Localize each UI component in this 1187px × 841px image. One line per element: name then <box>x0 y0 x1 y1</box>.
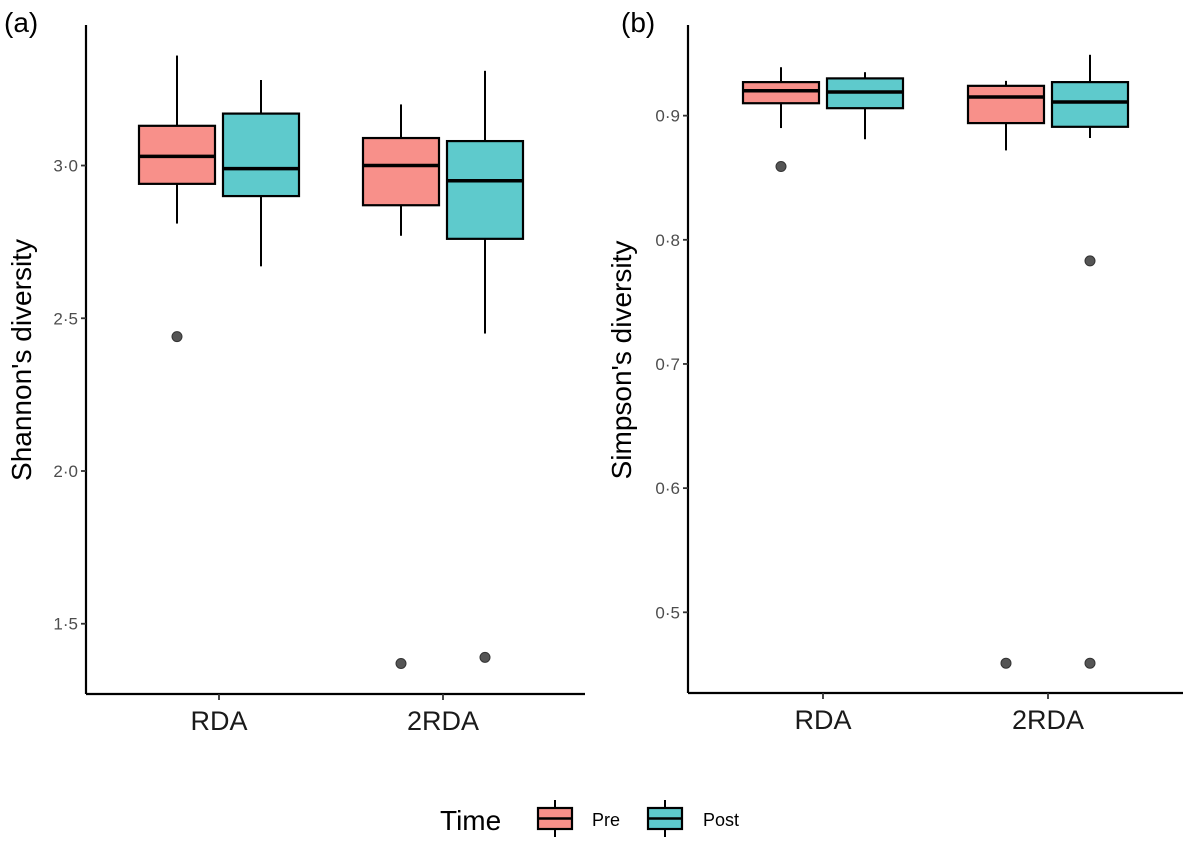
panel-a-y-tick-label: 2·0 <box>53 462 78 481</box>
panel-b-tag: (b) <box>621 7 655 38</box>
panel-a-pre-2rda-boxplot <box>361 104 441 669</box>
panel-a-post-2rda-box <box>445 139 525 240</box>
panel-a-post-2rda-outlier <box>479 651 491 663</box>
panel-b-y-tick-label: 0·5 <box>655 603 680 622</box>
panel-b-pre-2rda-box <box>966 84 1046 125</box>
legend-post-label: Post <box>703 810 739 830</box>
panel-b-marks <box>741 54 1130 669</box>
panel-a-pre-2rda-outlier <box>395 657 407 669</box>
panel-b-pre-2rda-outlier <box>1000 657 1012 669</box>
panel-a-pre-rda-boxplot <box>137 55 217 343</box>
panel-a-x-tick-label-rda: RDA <box>190 706 247 736</box>
panel-a-pre-2rda-box <box>361 136 441 207</box>
panel-b-pre-rda-box <box>741 81 821 105</box>
panel-a-y-axis-title: Shannon's diversity <box>6 239 37 481</box>
panel-b-axes: 0·5 0·6 0·7 0·8 0·9 RDA 2RDA <box>655 25 1183 735</box>
panel-a-shannon: (a) Shannon's diversity 1·5 2·0 2·5 3·0 RDA 2… <box>4 7 585 736</box>
panel-a-tag: (a) <box>4 7 38 38</box>
panel-b-post-2rda-outlier <box>1084 657 1096 669</box>
panel-b-y-tick-label: 0·8 <box>655 231 680 250</box>
panel-a-y-tick-label: 3·0 <box>53 157 78 176</box>
panel-a-axes: 1·5 2·0 2·5 3·0 RDA 2RDA <box>53 25 585 736</box>
panel-b-pre-rda-outlier <box>775 161 787 173</box>
panel-a-pre-rda-outlier <box>171 331 183 343</box>
panel-a-y-tick-label: 2·5 <box>53 309 78 328</box>
panel-b-y-axis-title: Simpson's diversity <box>606 241 637 480</box>
panel-a-y-tick-label: 1·5 <box>53 615 78 634</box>
panel-b-y-tick-label: 0·7 <box>655 355 680 374</box>
panel-a-x-tick-label-2rda: 2RDA <box>407 706 479 736</box>
panel-b-pre-2rda-boxplot <box>966 80 1046 669</box>
panel-a-post-rda-boxplot <box>221 79 301 267</box>
legend-item-post: Post <box>646 800 739 837</box>
panel-b-y-tick-label: 0·9 <box>655 107 680 126</box>
legend-item-pre: Pre <box>536 800 620 837</box>
panel-b-simpson: (b) Simpson's diversity 0·5 0·6 0·7 0·8 0·9 R… <box>606 7 1183 735</box>
panel-a-post-2rda-boxplot <box>445 70 525 663</box>
panel-b-post-2rda-box <box>1050 81 1130 128</box>
legend-title: Time <box>440 805 501 836</box>
panel-b-post-2rda-boxplot <box>1050 54 1130 669</box>
panel-a-marks <box>137 55 525 669</box>
panel-b-post-2rda-outlier <box>1084 255 1096 267</box>
panel-b-y-tick-label: 0·6 <box>655 479 680 498</box>
legend-pre-label: Pre <box>592 810 620 830</box>
panel-b-x-tick-label-rda: RDA <box>794 705 851 735</box>
panel-b-pre-rda-boxplot <box>741 67 821 173</box>
legend: Time Pre Post <box>440 800 739 837</box>
panel-b-post-rda-boxplot <box>825 72 905 140</box>
panel-a-post-rda-box <box>221 112 301 198</box>
panel-b-x-tick-label-2rda: 2RDA <box>1012 705 1084 735</box>
